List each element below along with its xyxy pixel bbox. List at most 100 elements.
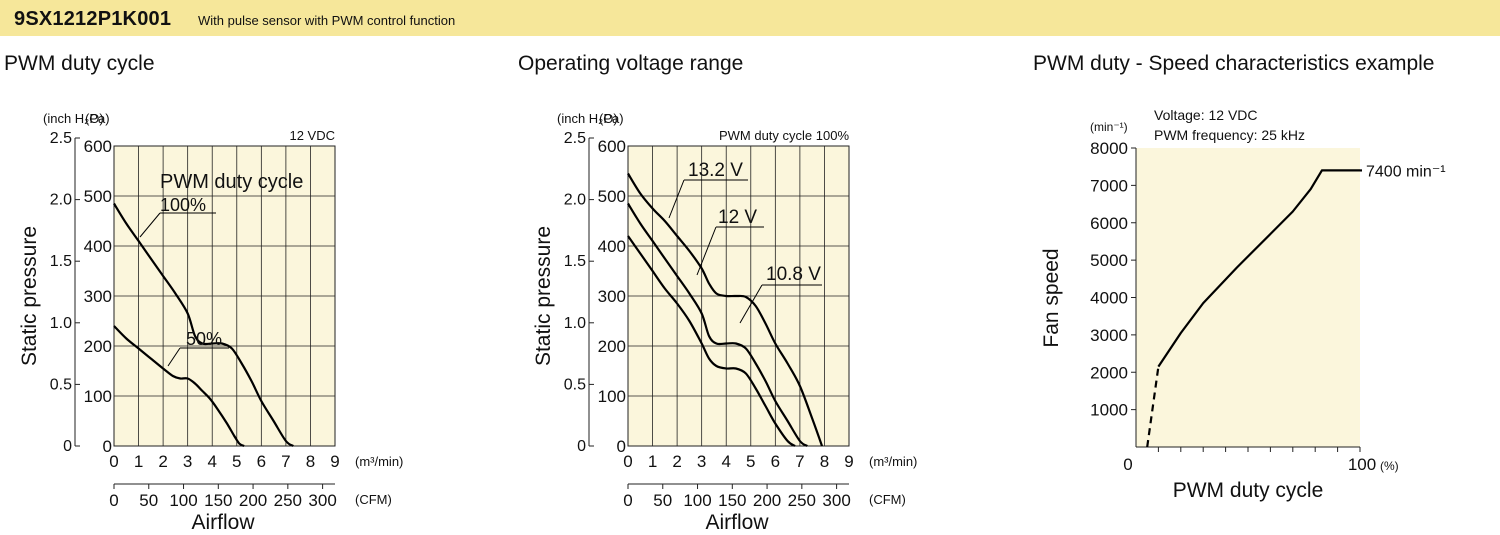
series-line-50 (113, 325, 245, 448)
x-tick-label-m3: 1 (134, 452, 143, 471)
x-axis-label: Airflow (191, 511, 255, 534)
series-group-label: PWM duty cycle (160, 171, 303, 193)
x-tick-label: 0 (1123, 455, 1132, 474)
x-axis-label: Airflow (705, 511, 769, 534)
series-label-100: 100% (160, 195, 206, 215)
y-axis-label: Static pressure (18, 226, 41, 366)
x-unit-label-cfm: (CFM) (355, 492, 392, 507)
y-axis-label: Static pressure (532, 226, 555, 366)
chart-note-voltage: Voltage: 12 VDC (1154, 107, 1258, 123)
leader-line-12v (696, 226, 717, 276)
y-tick-label-pa: 300 (598, 287, 626, 306)
annotation-label: 7400 min⁻¹ (1366, 163, 1446, 180)
x-tick-label-cfm: 50 (653, 491, 672, 510)
series-line-speed (1157, 169, 1360, 368)
chart-note-frequency: PWM frequency: 25 kHz (1154, 127, 1305, 143)
y-tick-label-inch: 1.5 (50, 253, 72, 270)
y-tick-label: 5000 (1090, 251, 1128, 270)
y-unit-label-inch: (inch H₂O) (557, 111, 618, 126)
y-tick-label-pa: 200 (84, 337, 112, 356)
x-tick-label-cfm: 50 (139, 491, 158, 510)
series-line-speed-dashed (1146, 366, 1160, 448)
y-tick-label: 3000 (1090, 326, 1128, 345)
y-tick-label-pa: 400 (598, 237, 626, 256)
plot-frame (113, 145, 336, 447)
x-tick-label-m3: 5 (746, 452, 755, 471)
x-tick-label-m3: 3 (697, 452, 706, 471)
plot-frame (627, 145, 850, 447)
y-tick-label: 4000 (1090, 289, 1128, 308)
y-tick-label-inch: 2.5 (50, 130, 72, 147)
series-line-12V (627, 202, 808, 447)
x-tick-label-m3: 5 (232, 452, 241, 471)
y-tick-label-pa: 600 (598, 137, 626, 156)
y-tick-label-inch: 0.5 (564, 376, 586, 393)
y-tick-label-inch: 2.0 (50, 192, 72, 209)
x-unit-label: (%) (1380, 459, 1399, 473)
x-tick-label-cfm: 300 (308, 491, 336, 510)
x-unit-label-m3: (m³/min) (355, 454, 403, 469)
x-tick-label-cfm: 250 (788, 491, 816, 510)
x-tick-label-cfm: 300 (822, 491, 850, 510)
y-unit-label-pa: (Pa) (599, 111, 624, 126)
y-unit-label: (min⁻¹) (1090, 120, 1128, 134)
y-tick-label-inch: 0 (577, 438, 586, 455)
y-tick-label-pa: 0 (103, 437, 112, 456)
chart-note: 12 VDC (289, 128, 335, 143)
x-tick-label-m3: 3 (183, 452, 192, 471)
x-tick-label-cfm: 150 (204, 491, 232, 510)
leader-line-10v8 (739, 284, 763, 324)
y-tick-label-pa: 100 (84, 387, 112, 406)
x-unit-label-m3: (m³/min) (869, 454, 917, 469)
x-unit-label-cfm: (CFM) (869, 492, 906, 507)
leader-line-13v2 (668, 179, 685, 219)
y-tick-label-inch: 1.0 (50, 315, 72, 332)
x-tick-label-cfm: 0 (623, 491, 632, 510)
x-tick-label-m3: 8 (820, 452, 829, 471)
x-tick-label-m3: 2 (672, 452, 681, 471)
y-tick-label-pa: 300 (84, 287, 112, 306)
leader-line-50 (167, 347, 181, 367)
chart-note: PWM duty cycle 100% (719, 128, 849, 143)
x-tick-label-m3: 6 (771, 452, 780, 471)
x-tick-label: 100 (1348, 455, 1376, 474)
series-label-50: 50% (186, 329, 222, 349)
header-banner: 9SX1212P1K001 With pulse sensor with PWM… (0, 0, 1500, 36)
series-line-108V (627, 235, 796, 447)
x-tick-label-m3: 9 (330, 452, 339, 471)
x-tick-label-cfm: 200 (239, 491, 267, 510)
model-subtitle: With pulse sensor with PWM control funct… (198, 13, 456, 28)
x-tick-label-m3: 6 (257, 452, 266, 471)
series-label-13v2: 13.2 V (688, 160, 743, 181)
x-tick-label-m3: 1 (648, 452, 657, 471)
y-tick-label-inch: 1.5 (564, 253, 586, 270)
y-tick-label-inch: 2.0 (564, 192, 586, 209)
panel-title-duty: PWM duty cycle (4, 52, 155, 75)
y-tick-label: 8000 (1090, 139, 1128, 158)
y-tick-label-pa: 0 (617, 437, 626, 456)
series-line-132V (627, 172, 824, 447)
x-tick-label-cfm: 150 (718, 491, 746, 510)
x-tick-label-cfm: 250 (274, 491, 302, 510)
y-unit-label-inch: (inch H₂O) (43, 111, 104, 126)
y-unit-label-pa: (Pa) (85, 111, 110, 126)
x-tick-label-cfm: 100 (169, 491, 197, 510)
x-tick-label-m3: 7 (281, 452, 290, 471)
y-tick-label-inch: 1.0 (564, 315, 586, 332)
y-tick-label-inch: 0 (63, 438, 72, 455)
y-tick-label-inch: 2.5 (564, 130, 586, 147)
x-tick-label-cfm: 0 (109, 491, 118, 510)
y-tick-label: 1000 (1090, 401, 1128, 420)
y-tick-label-pa: 500 (598, 187, 626, 206)
x-tick-label-m3: 4 (721, 452, 730, 471)
x-tick-label-cfm: 200 (753, 491, 781, 510)
x-tick-label-m3: 2 (158, 452, 167, 471)
x-tick-label-m3: 4 (207, 452, 216, 471)
series-line-100 (113, 202, 294, 447)
y-tick-label-pa: 400 (84, 237, 112, 256)
x-axis-label: PWM duty cycle (1173, 479, 1324, 502)
panel-title-speed: PWM duty - Speed characteristics example (1033, 52, 1435, 75)
y-axis-label: Fan speed (1040, 248, 1063, 347)
model-number: 9SX1212P1K001 (14, 8, 172, 30)
